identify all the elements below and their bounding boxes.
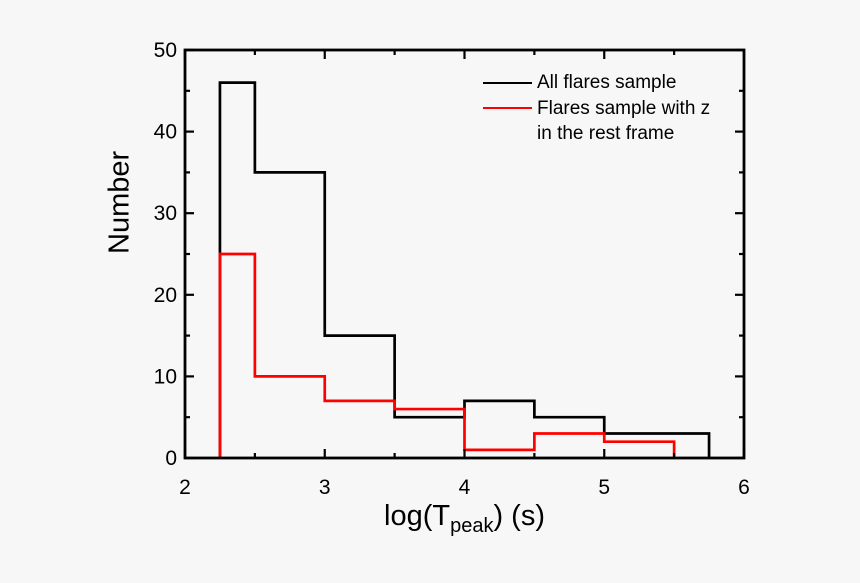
legend-label-flares-with-z: Flares sample with z [537, 97, 711, 119]
x-axis-title-post: ) (s) [493, 500, 545, 532]
y-tick-label-30: 30 [154, 202, 177, 225]
legend-line-red [483, 107, 532, 110]
x-axis-title-pre: log(T [384, 500, 451, 532]
x-tick-label-5: 5 [598, 476, 610, 499]
legend-entry-flares-with-z-line2: in the rest frame [483, 121, 710, 147]
y-tick-label-10: 10 [154, 365, 177, 388]
series-flares-with-z [218, 252, 676, 458]
y-tick-label-40: 40 [154, 121, 177, 144]
legend-entry-all-flares: All flares sample [483, 70, 710, 96]
series-all-flares [218, 81, 711, 458]
legend-label-rest-frame: in the rest frame [537, 123, 675, 144]
x-axis-title-subscript: peak [450, 514, 494, 537]
y-tick-label-50: 50 [154, 39, 177, 62]
x-tick-label-2: 2 [179, 476, 191, 499]
x-tick-label-4: 4 [459, 476, 471, 499]
x-tick-label-3: 3 [319, 476, 331, 499]
y-tick-label-0: 0 [165, 447, 177, 470]
legend-label-all-flares: All flares sample [537, 72, 677, 93]
legend-line-black [483, 81, 532, 84]
x-tick-label-6: 6 [738, 476, 750, 499]
legend: All flares sample Flares sample with z i… [483, 70, 710, 147]
x-axis-title: log(Tpeak) (s) [185, 498, 744, 537]
legend-entry-flares-with-z: Flares sample with z [483, 96, 710, 122]
y-tick-label-20: 20 [154, 284, 177, 307]
